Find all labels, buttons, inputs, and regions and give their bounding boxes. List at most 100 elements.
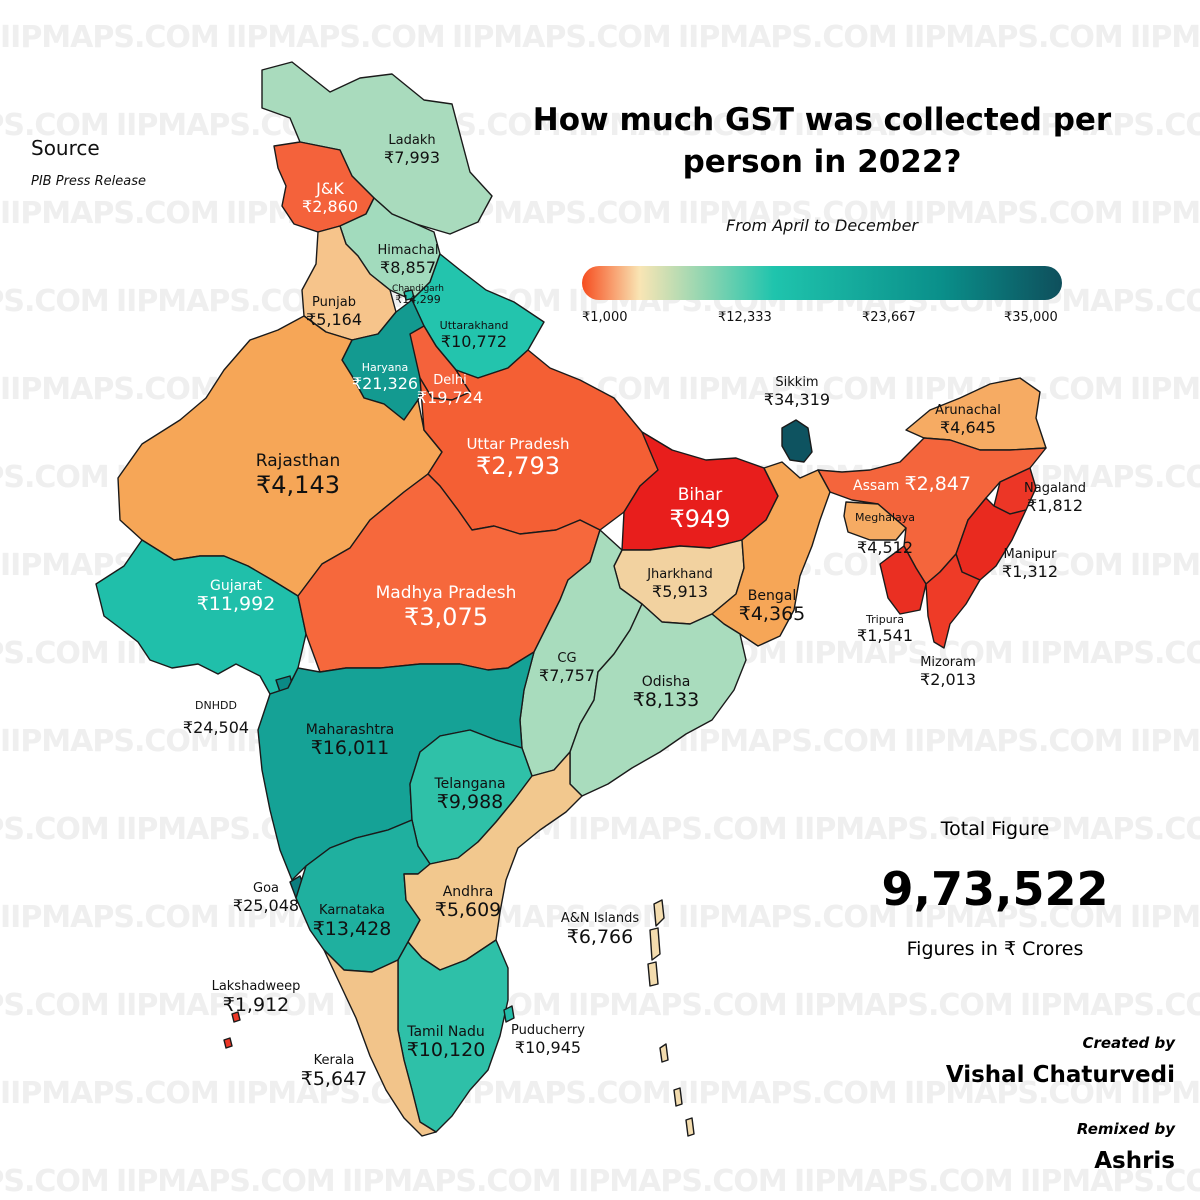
- watermark-text: IIPMAPS.COM: [568, 1164, 788, 1199]
- watermark-text: IIPMAPS.COM: [0, 460, 110, 495]
- region-label-rajasthan: Rajasthan ₹4,143: [255, 451, 341, 499]
- watermark-text: IIPMAPS.COM: [342, 1164, 562, 1199]
- remixed-by-label: Remixed by: [1076, 1120, 1175, 1138]
- region-label-punjab: Punjab ₹5,164: [306, 295, 362, 329]
- region-label-meghalaya: Meghalaya ₹4,512: [854, 511, 916, 557]
- region-kerala: [323, 949, 437, 1137]
- watermark-text: IIPMAPS.COM: [678, 724, 898, 759]
- watermark-text: IIPMAPS.COM: [794, 988, 1014, 1023]
- region-label-andhra: Andhra ₹5,609: [434, 884, 502, 922]
- watermark-text: IIPMAPS.COM: [0, 636, 110, 671]
- watermark-text: IIPMAPS.COM: [678, 196, 898, 231]
- watermark-text: IIPMAPS.COM: [904, 724, 1124, 759]
- watermark-text: IIPMAPS.COM: [1020, 636, 1200, 671]
- watermark-text: IIPMAPS.COM: [794, 1164, 1014, 1199]
- watermark-text: IIPMAPS.COM: [1020, 1164, 1200, 1199]
- watermark-text: IIPMAPS.COM: [1020, 988, 1200, 1023]
- region-label-uttar-pradesh: Uttar Pradesh ₹2,793: [466, 435, 570, 481]
- region-label-dnhdd: DNHDD ₹24,504: [182, 699, 250, 737]
- region-label-haryana: Haryana ₹21,326: [351, 361, 419, 393]
- watermark-text: IIPMAPS.COM: [1020, 108, 1200, 143]
- watermark-text: IIPMAPS.COM: [904, 900, 1124, 935]
- region-tripura: [879, 545, 927, 615]
- watermark-text: IIPMAPS.COM: [1130, 724, 1200, 759]
- region-label-uttarakhand: Uttarakhand ₹10,772: [439, 319, 509, 351]
- watermark-text: IIPMAPS.COM: [678, 372, 898, 407]
- region-label-goa: Goa ₹25,048: [232, 881, 300, 915]
- watermark-text: IIPMAPS.COM: [116, 284, 336, 319]
- region-label-tamil-nadu: Tamil Nadu ₹10,120: [406, 1024, 486, 1062]
- region-label-manipur: Manipur ₹1,312: [1002, 547, 1058, 581]
- watermark-text: IIPMAPS.COM: [226, 20, 446, 55]
- watermark-text: IIPMAPS.COM: [116, 1164, 336, 1199]
- watermark-text: IIPMAPS.COM: [568, 108, 788, 143]
- region-sikkim: [781, 419, 813, 463]
- legend-tick: ₹35,000: [1004, 310, 1058, 325]
- region-label-jk: J&K ₹2,860: [302, 179, 358, 217]
- watermark-text: IIPMAPS.COM: [678, 20, 898, 55]
- watermark-text: IIPMAPS.COM: [0, 900, 220, 935]
- watermark-text: IIPMAPS.COM: [794, 636, 1014, 671]
- region-manipur: [955, 497, 1027, 581]
- region-label-lakshadweep: Lakshadweep ₹1,912: [211, 979, 301, 1016]
- remixer-name: Ashris: [1094, 1148, 1175, 1174]
- watermark-text: IIPMAPS.COM: [1130, 372, 1200, 407]
- region-label-himachal: Himachal ₹8,857: [377, 243, 439, 277]
- region-label-sikkim: Sikkim ₹34,319: [763, 375, 831, 409]
- legend-tick: ₹12,333: [718, 310, 772, 325]
- watermark-text: IIPMAPS.COM: [116, 988, 336, 1023]
- region-label-cg: CG ₹7,757: [539, 651, 595, 685]
- watermark-text: IIPMAPS.COM: [1130, 196, 1200, 231]
- region-label-karnataka: Karnataka ₹13,428: [312, 903, 392, 940]
- region-label-maharashtra: Maharashtra ₹16,011: [305, 722, 395, 760]
- creator-name: Vishal Chaturvedi: [945, 1062, 1175, 1088]
- region-label-bihar: Bihar ₹949: [669, 485, 731, 533]
- legend-tick: ₹23,667: [862, 310, 916, 325]
- watermark-text: IIPMAPS.COM: [568, 812, 788, 847]
- region-label-odisha: Odisha ₹8,133: [632, 674, 700, 712]
- region-label-ladakh: Ladakh ₹7,993: [384, 133, 440, 167]
- watermark-text: IIPMAPS.COM: [0, 284, 110, 319]
- region-label-gujarat: Gujarat ₹11,992: [196, 578, 276, 616]
- region-puducherry: [503, 1005, 515, 1023]
- watermark-text: IIPMAPS.COM: [1020, 460, 1200, 495]
- watermark-text: IIPMAPS.COM: [904, 20, 1124, 55]
- region-label-mizoram: Mizoram ₹2,013: [920, 655, 976, 689]
- region-label-nagaland: Nagaland ₹1,812: [1024, 481, 1086, 515]
- region-a-n-islands: [647, 899, 695, 1137]
- region-label-an-islands: A&N Islands ₹6,766: [560, 911, 640, 948]
- region-label-assam: Assam ₹2,847: [853, 473, 971, 495]
- total-value: 9,73,522: [881, 862, 1109, 916]
- watermark-text: IIPMAPS.COM: [678, 1076, 898, 1111]
- legend-tick: ₹1,000: [582, 310, 628, 325]
- watermark-text: IIPMAPS.COM: [452, 1076, 672, 1111]
- watermark-text: IIPMAPS.COM: [0, 1164, 110, 1199]
- source-heading: Source: [31, 136, 100, 160]
- watermark-text: IIPMAPS.COM: [1020, 812, 1200, 847]
- page-title: How much GST was collected per person in…: [532, 102, 1112, 180]
- watermark-text: IIPMAPS.COM: [794, 812, 1014, 847]
- watermark-text: IIPMAPS.COM: [0, 724, 220, 759]
- region-label-delhi: Delhi ₹19,724: [416, 373, 484, 407]
- source-text: PIB Press Release: [31, 174, 146, 189]
- watermark-text: IIPMAPS.COM: [0, 108, 110, 143]
- watermark-text: IIPMAPS.COM: [0, 812, 110, 847]
- region-lakshadweep: [223, 1011, 241, 1049]
- page-subtitle: From April to December: [725, 216, 918, 235]
- region-label-tripura: Tripura ₹1,541: [857, 613, 913, 645]
- watermark-text: IIPMAPS.COM: [1130, 20, 1200, 55]
- total-label: Total Figure: [940, 818, 1050, 840]
- region-label-kerala: Kerala ₹5,647: [300, 1053, 368, 1090]
- region-label-madhya-pradesh: Madhya Pradesh ₹3,075: [375, 583, 517, 631]
- watermark-text: IIPMAPS.COM: [0, 1076, 220, 1111]
- legend-gradient-bar: [582, 266, 1062, 300]
- watermark-text: IIPMAPS.COM: [0, 196, 220, 231]
- watermark-text: IIPMAPS.COM: [0, 20, 220, 55]
- region-mizoram: [925, 553, 981, 649]
- watermark-text: IIPMAPS.COM: [904, 1076, 1124, 1111]
- total-unit-note: Figures in ₹ Crores: [906, 938, 1084, 960]
- region-label-jharkhand: Jharkhand ₹5,913: [647, 567, 713, 601]
- region-label-chandigarh: Chandigarh ₹14,299: [392, 284, 444, 307]
- watermark-text: IIPMAPS.COM: [904, 196, 1124, 231]
